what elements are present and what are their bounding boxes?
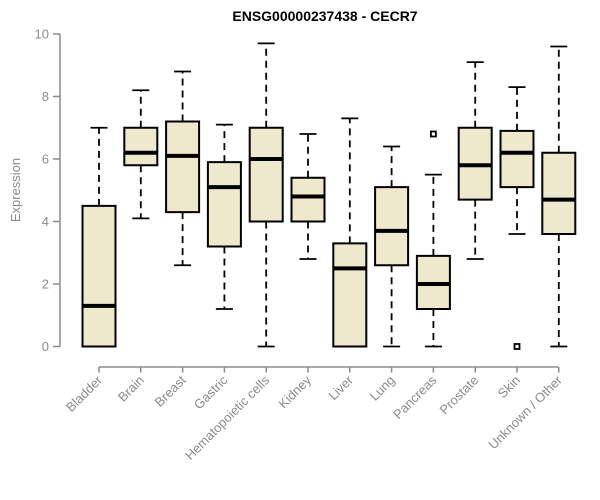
x-tick-label-prostate: Prostate	[436, 373, 481, 418]
y-tick-label: 10	[35, 27, 49, 42]
box-brain	[123, 126, 159, 167]
box-skin	[499, 129, 535, 189]
box-kidney	[290, 176, 326, 223]
box-hematopoietic-cells	[248, 126, 284, 223]
y-axis-label: Expression	[8, 158, 23, 222]
box-skin-outlier	[513, 343, 521, 350]
y-tick-label: 2	[42, 277, 49, 292]
box-lung	[374, 186, 410, 267]
x-tick-label-kidney: Kidney	[275, 372, 314, 411]
x-tick-label-lung: Lung	[367, 373, 398, 404]
x-tick-label-pancreas: Pancreas	[390, 372, 440, 422]
x-tick-label-skin: Skin	[495, 373, 523, 401]
y-tick-label: 8	[42, 89, 49, 104]
box-breast	[165, 120, 201, 214]
x-tick-label-gastric: Gastric	[191, 372, 231, 412]
y-tick-label: 0	[42, 339, 49, 354]
box-gastric	[206, 161, 242, 248]
x-tick-label-bladder: Bladder	[63, 372, 106, 415]
x-tick-label-breast: Breast	[152, 372, 189, 409]
chart-title: ENSG00000237438 - CECR7	[232, 8, 417, 24]
box-unknown-other	[541, 151, 577, 235]
y-tick-label: 4	[42, 214, 49, 229]
x-tick-label-unknown-other: Unknown / Other	[485, 372, 565, 452]
box-bladder	[81, 204, 117, 348]
box-liver	[332, 242, 368, 348]
y-tick-label: 6	[42, 152, 49, 167]
x-tick-label-liver: Liver	[325, 372, 356, 403]
box-pancreas-outlier	[429, 130, 437, 138]
x-tick-label-brain: Brain	[115, 373, 147, 405]
